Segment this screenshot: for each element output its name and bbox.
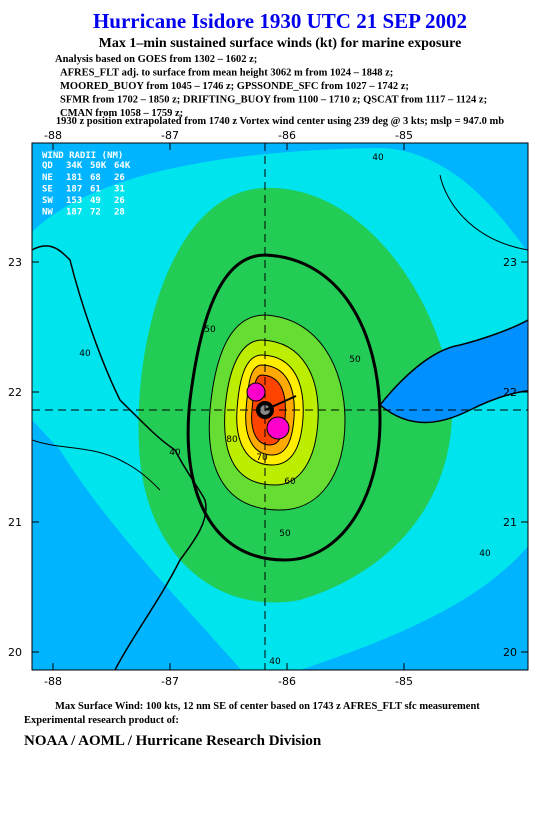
- lon-label-top: -85: [395, 129, 413, 142]
- position-note: 1930 z position extrapolated from 1740 z…: [56, 116, 504, 127]
- lon-label-bottom: -86: [278, 675, 296, 688]
- radii-header: 34K: [66, 161, 83, 171]
- contour-label: 70: [256, 453, 268, 463]
- radii-cell: NW: [42, 208, 53, 218]
- analysis-line: MOORED_BUOY from 1045 – 1746 z; GPSSONDE…: [60, 81, 409, 92]
- analysis-line: SFMR from 1702 – 1850 z; DRIFTING_BUOY f…: [60, 95, 487, 106]
- map-frame: [31, 142, 529, 671]
- lon-label-bottom: -88: [44, 675, 62, 688]
- contour-label: 40: [372, 153, 384, 163]
- lon-label-top: -88: [44, 129, 62, 142]
- radii-cell: SE: [42, 185, 53, 195]
- contour-label: 40: [479, 549, 491, 559]
- lat-label-right: 21: [503, 516, 517, 529]
- subtitle: Max 1–min sustained surface winds (kt) f…: [99, 36, 462, 51]
- contour-label: 60: [284, 477, 296, 487]
- analysis-line: AFRES_FLT adj. to surface from mean heig…: [60, 68, 393, 79]
- contour-label: 40: [79, 349, 91, 359]
- contour-label: 40: [269, 657, 281, 667]
- lat-label-left: 21: [8, 516, 22, 529]
- radii-cell: 68: [90, 173, 101, 183]
- lat-label-left: 22: [8, 386, 22, 399]
- contour-label: 40: [169, 448, 181, 458]
- radii-cell: 28: [114, 208, 125, 218]
- radii-header: QD: [42, 161, 53, 171]
- radii-header: 50K: [90, 161, 107, 171]
- radii-title: WIND RADII (NM): [42, 151, 123, 161]
- lon-label-bottom: -85: [395, 675, 413, 688]
- contour-label: 80: [226, 435, 238, 445]
- lat-label-right: 20: [503, 646, 517, 659]
- radii-cell: 72: [90, 208, 101, 218]
- lat-label-left: 23: [8, 256, 22, 269]
- organization: NOAA / AOML / Hurricane Research Divisio…: [24, 733, 322, 749]
- radii-cell: 26: [114, 173, 125, 183]
- title: Hurricane Isidore 1930 UTC 21 SEP 2002: [93, 9, 467, 33]
- radii-cell: 49: [90, 196, 101, 206]
- contour-label: 50: [204, 325, 216, 335]
- product-note: Experimental research product of:: [24, 715, 179, 726]
- contour-label: 50: [279, 529, 291, 539]
- contour-label: 50: [349, 355, 361, 365]
- radii-cell: 181: [66, 173, 82, 183]
- lon-label-top: -86: [278, 129, 296, 142]
- lat-label-right: 23: [503, 256, 517, 269]
- wind-radii: WIND RADII (NM)QD 34K 50K 64K NE 181 68 26 SE 187…: [42, 151, 131, 218]
- radii-header: 64K: [114, 161, 131, 171]
- lon-label-top: -87: [161, 129, 179, 142]
- radii-cell: 187: [66, 185, 82, 195]
- analysis-line: CMAN from 1058 – 1759 z;: [60, 108, 183, 119]
- radii-cell: 31: [114, 185, 125, 195]
- map: WIND RADII (NM)QD 34K 50K 64K NE 181 68 26 SE 187…: [32, 143, 528, 670]
- radii-cell: 26: [114, 196, 125, 206]
- radii-cell: 153: [66, 196, 82, 206]
- lat-label-right: 22: [503, 386, 517, 399]
- analysis-line: Analysis based on GOES from 1302 – 1602 …: [55, 54, 257, 65]
- radii-cell: 187: [66, 208, 82, 218]
- lat-label-left: 20: [8, 646, 22, 659]
- max-wind: Max Surface Wind: 100 kts, 12 nm SE of c…: [55, 701, 480, 712]
- radii-cell: SW: [42, 196, 53, 206]
- lon-label-bottom: -87: [161, 675, 179, 688]
- radii-cell: NE: [42, 173, 53, 183]
- radii-cell: 61: [90, 185, 101, 195]
